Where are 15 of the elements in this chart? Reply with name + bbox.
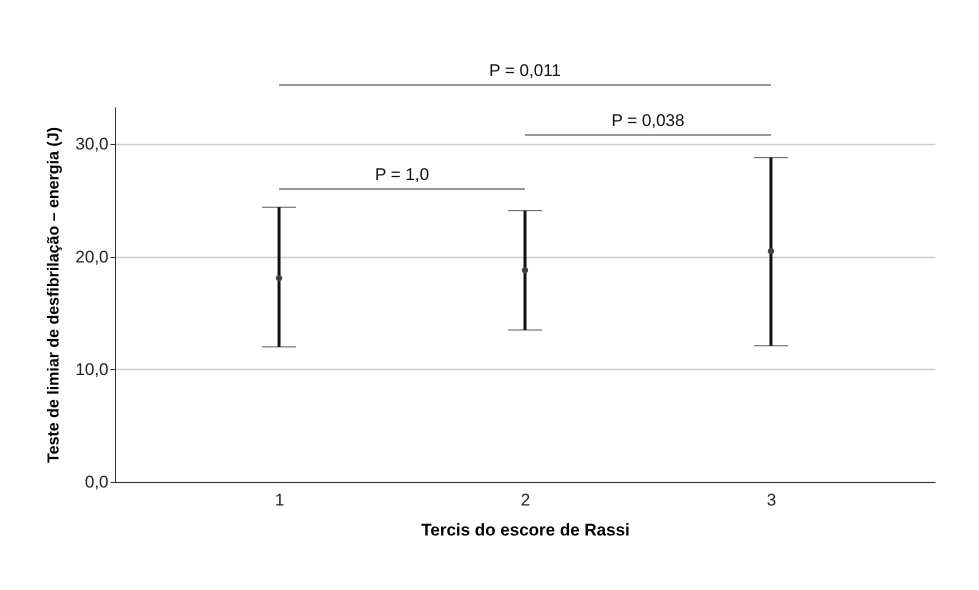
y-tick-label: 30,0 xyxy=(75,134,108,154)
annotation: P = 0,038 xyxy=(612,111,684,130)
text: P = 0,011 xyxy=(489,61,561,80)
x-tick-label: 1 xyxy=(274,490,284,510)
point xyxy=(522,267,528,274)
annotation: P = 1,0 xyxy=(375,165,430,184)
y-tick-label: 10,0 xyxy=(75,360,108,379)
x-tick-label: 2 xyxy=(520,490,530,510)
y-tick-label: 0,0 xyxy=(84,472,108,492)
point xyxy=(276,275,282,282)
point xyxy=(768,248,774,254)
x-axis-title: Tercis do escore de Rassi xyxy=(421,520,630,540)
y-tick-label: 20,0 xyxy=(75,247,108,266)
y-axis-title: Teste de limiar de desfibrilação – energia (J) xyxy=(45,127,62,463)
x-tick-label: 3 xyxy=(766,490,776,510)
